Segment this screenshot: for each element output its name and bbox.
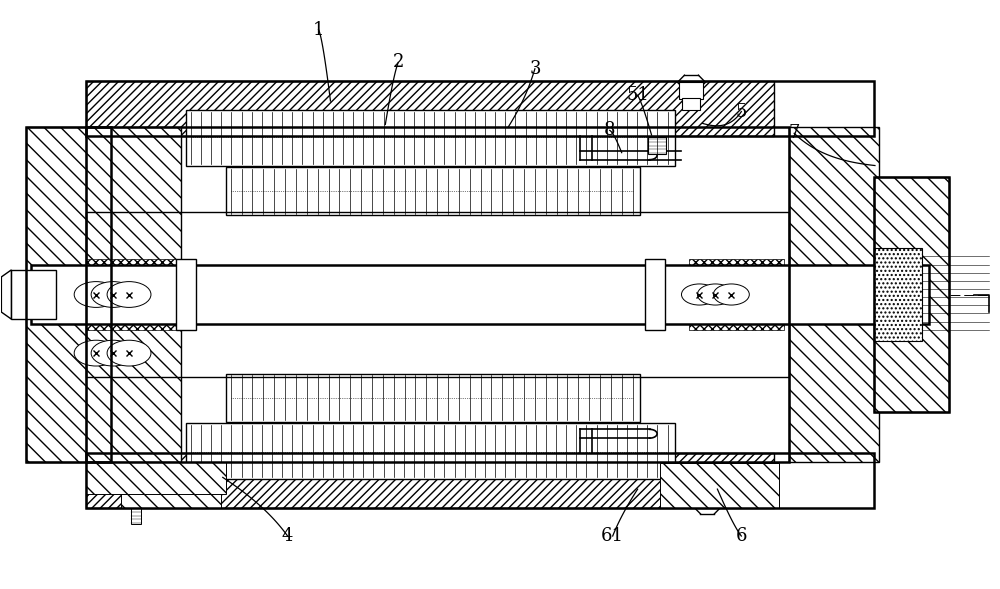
- Bar: [86, 453, 874, 508]
- Text: 2: 2: [393, 54, 404, 71]
- Bar: [86, 453, 774, 508]
- Text: 5: 5: [736, 102, 747, 121]
- Bar: [86, 462, 226, 494]
- Bar: [131, 507, 141, 524]
- Bar: [86, 81, 874, 136]
- Circle shape: [74, 282, 118, 307]
- Circle shape: [107, 282, 151, 307]
- Text: 8: 8: [604, 121, 615, 140]
- Bar: [874, 247, 922, 342]
- Bar: [11, 270, 56, 319]
- Bar: [34, 267, 926, 322]
- Text: 6: 6: [736, 527, 747, 545]
- Bar: [226, 167, 640, 216]
- Circle shape: [713, 284, 749, 305]
- Text: 7: 7: [788, 124, 800, 143]
- Bar: [86, 127, 181, 462]
- Circle shape: [74, 340, 118, 366]
- Text: 61: 61: [601, 527, 624, 545]
- Bar: [698, 479, 716, 491]
- Circle shape: [681, 284, 717, 305]
- Bar: [660, 463, 779, 508]
- Bar: [226, 373, 640, 422]
- Circle shape: [107, 340, 151, 366]
- Bar: [874, 177, 949, 412]
- Polygon shape: [1, 270, 11, 319]
- Bar: [86, 213, 789, 376]
- Bar: [186, 110, 675, 166]
- Bar: [86, 81, 774, 136]
- Bar: [176, 259, 196, 330]
- Bar: [121, 463, 221, 508]
- Text: 1: 1: [313, 21, 324, 38]
- Bar: [31, 265, 929, 324]
- Bar: [645, 259, 665, 330]
- Text: 3: 3: [529, 60, 541, 78]
- Circle shape: [91, 340, 135, 366]
- Text: 51: 51: [626, 86, 649, 104]
- Bar: [874, 177, 949, 412]
- Circle shape: [697, 284, 733, 305]
- Bar: [679, 82, 703, 99]
- Bar: [186, 423, 675, 479]
- Bar: [86, 259, 176, 330]
- Bar: [695, 490, 719, 507]
- Bar: [648, 137, 666, 154]
- Bar: [689, 259, 784, 330]
- Bar: [86, 127, 789, 462]
- Bar: [789, 127, 879, 462]
- Circle shape: [91, 282, 135, 307]
- Bar: [26, 127, 111, 462]
- Bar: [682, 98, 700, 110]
- Text: 4: 4: [282, 527, 293, 545]
- Bar: [26, 127, 111, 462]
